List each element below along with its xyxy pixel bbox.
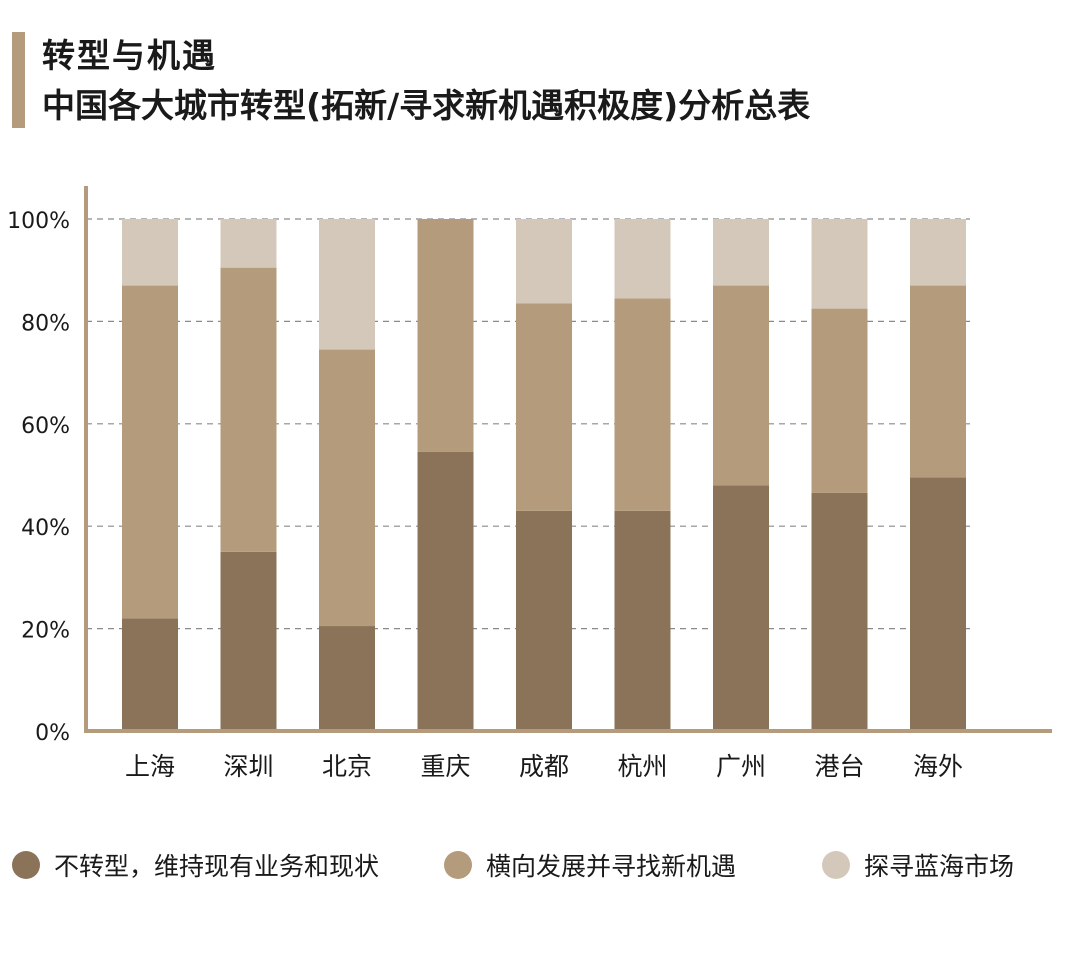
bar-segment-series-0 bbox=[220, 551, 277, 731]
bar-segment-series-0 bbox=[319, 626, 375, 731]
bar-segment-series-2 bbox=[220, 219, 277, 268]
y-tick-label: 0% bbox=[35, 721, 70, 746]
bars bbox=[122, 219, 966, 731]
bar-segment-series-0 bbox=[910, 477, 966, 731]
legend-item-blue-ocean: 探寻蓝海市场 bbox=[822, 845, 1014, 885]
legend-swatch-medium bbox=[444, 851, 472, 879]
x-category-label: 海外 bbox=[913, 752, 963, 781]
bar-segment-series-0 bbox=[122, 618, 178, 731]
y-tick-label: 60% bbox=[21, 414, 70, 439]
stacked-bar-chart: 0% 20% 40% 60% 80% 100% 上海 深圳 北京 重庆 成都 杭州 广州 港台 海外 bbox=[7, 186, 1052, 781]
x-category-label: 北京 bbox=[322, 752, 372, 781]
bar-segment-series-1 bbox=[122, 285, 178, 619]
y-tick-label: 20% bbox=[21, 619, 70, 644]
x-category-label: 上海 bbox=[125, 752, 175, 781]
x-category-label: 深圳 bbox=[223, 752, 273, 781]
y-tick-label: 100% bbox=[7, 209, 70, 234]
bar-segment-series-1 bbox=[614, 298, 671, 511]
chart-subtitle: 中国各大城市转型(拓新/寻求新机遇积极度)分析总表 bbox=[42, 86, 811, 125]
x-category-label: 重庆 bbox=[420, 752, 470, 781]
legend-label: 横向发展并寻找新机遇 bbox=[486, 852, 737, 881]
bar-segment-series-1 bbox=[319, 349, 375, 627]
legend-label: 探寻蓝海市场 bbox=[864, 852, 1015, 881]
chart-title: 转型与机遇 bbox=[42, 36, 217, 75]
bar-segment-series-1 bbox=[811, 308, 868, 493]
legend: 不转型，维持现有业务和现状 横向发展并寻找新机遇 探寻蓝海市场 bbox=[12, 845, 1072, 885]
bar-segment-series-2 bbox=[713, 219, 769, 286]
x-category-label: 广州 bbox=[716, 752, 766, 781]
axis-labels: 0% 20% 40% 60% 80% 100% 上海 深圳 北京 重庆 成都 杭州 广州 港台 海外 bbox=[7, 209, 963, 781]
x-category-label: 杭州 bbox=[617, 752, 667, 781]
bar-segment-series-1 bbox=[516, 303, 572, 511]
bar-segment-series-1 bbox=[713, 285, 769, 486]
bar-segment-series-0 bbox=[614, 510, 671, 731]
bar-segment-series-2 bbox=[811, 219, 868, 309]
bar-segment-series-2 bbox=[614, 219, 671, 299]
legend-item-horizontal: 横向发展并寻找新机遇 bbox=[444, 845, 736, 885]
legend-swatch-light bbox=[822, 851, 850, 879]
bar-segment-series-2 bbox=[122, 219, 178, 286]
bar-segment-series-1 bbox=[220, 267, 277, 552]
legend-label: 不转型，维持现有业务和现状 bbox=[54, 852, 380, 881]
legend-swatch-dark bbox=[12, 851, 40, 879]
y-tick-label: 80% bbox=[21, 311, 70, 336]
bar-segment-series-0 bbox=[811, 492, 868, 731]
y-tick-label: 40% bbox=[21, 516, 70, 541]
bar-segment-series-2 bbox=[319, 219, 375, 350]
x-category-label: 成都 bbox=[519, 752, 569, 781]
bar-segment-series-2 bbox=[910, 219, 966, 286]
axes bbox=[84, 186, 1052, 733]
bar-segment-series-0 bbox=[417, 451, 474, 731]
bar-segment-series-1 bbox=[910, 285, 966, 478]
title-accent-bar bbox=[12, 32, 25, 128]
bar-segment-series-1 bbox=[417, 219, 474, 452]
bar-segment-series-0 bbox=[516, 510, 572, 731]
legend-item-no-change: 不转型，维持现有业务和现状 bbox=[12, 845, 379, 885]
bar-segment-series-2 bbox=[516, 219, 572, 304]
bar-segment-series-0 bbox=[713, 485, 769, 731]
x-category-label: 港台 bbox=[814, 752, 864, 781]
